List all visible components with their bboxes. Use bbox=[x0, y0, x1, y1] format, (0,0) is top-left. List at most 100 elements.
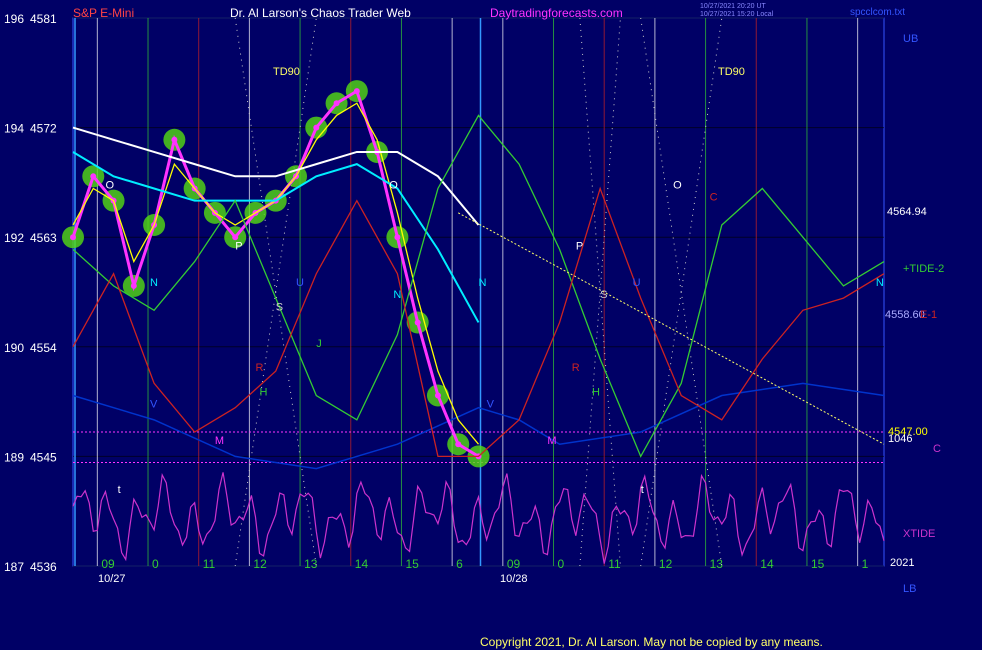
ub-label: UB bbox=[903, 33, 918, 45]
y-tick-label-right: 4572 bbox=[30, 122, 57, 136]
letter-marker: P bbox=[235, 240, 242, 252]
y-tick-label-left: 194 bbox=[4, 122, 24, 136]
date-label-2: 10/28 bbox=[500, 573, 528, 585]
y-tick-label-left: 189 bbox=[4, 450, 24, 464]
letter-marker: O bbox=[389, 179, 398, 191]
hour-tick-label: 13 bbox=[304, 557, 318, 571]
series-line-tide-1 bbox=[72, 186, 885, 458]
filename-label: spcclcom.txt bbox=[850, 7, 905, 18]
price-point bbox=[353, 88, 360, 95]
copyright: Copyright 2021, Dr. Al Larson. May not b… bbox=[480, 635, 823, 649]
price-point bbox=[455, 441, 462, 448]
hour-tick-label: 0 bbox=[152, 557, 159, 571]
y-tick-label-right: 4545 bbox=[30, 450, 57, 464]
price-point bbox=[313, 124, 320, 131]
price-point bbox=[333, 100, 340, 107]
price-point bbox=[130, 282, 137, 289]
current-price-label: 4564.94 bbox=[887, 206, 927, 218]
letter-marker: t bbox=[118, 484, 121, 496]
letter-marker: C bbox=[710, 192, 718, 204]
price-low-label: 4547.00 bbox=[888, 426, 928, 438]
letter-marker: N bbox=[393, 289, 401, 301]
td90-label-1: TD90 bbox=[273, 66, 300, 78]
letter-marker: O bbox=[673, 179, 682, 191]
letter-marker: J bbox=[316, 338, 322, 350]
letter-marker: R bbox=[572, 362, 580, 374]
xtide-label: XTIDE bbox=[903, 528, 935, 540]
letter-marker: P bbox=[576, 240, 583, 252]
letter-marker: t bbox=[641, 484, 644, 496]
y-tick-label-left: 190 bbox=[4, 341, 24, 355]
chart-title: Dr. Al Larson's Chaos Trader Web bbox=[230, 6, 411, 20]
grid-layer: 196 4581 194 4572 192 4563 190 4554 189 4545 187 45… bbox=[4, 12, 885, 574]
hour-tick-label: 0 bbox=[558, 557, 565, 571]
y-tick-label-right: 4581 bbox=[30, 12, 57, 26]
letter-marker: H bbox=[592, 387, 600, 399]
letter-marker: S bbox=[600, 289, 607, 301]
hour-tick-label: 15 bbox=[405, 557, 419, 571]
hour-tick-label: 09 bbox=[507, 557, 521, 571]
hour-tick-label: 1 bbox=[862, 557, 869, 571]
y-tick-label-right: 4563 bbox=[30, 231, 57, 245]
letter-marker: N bbox=[150, 277, 158, 289]
dotted-cycle-line bbox=[640, 17, 723, 567]
price-point bbox=[414, 319, 421, 326]
stamp-line-1: 10/27/2021 20:20 UT bbox=[700, 3, 766, 10]
y-tick-label-left: 196 bbox=[4, 12, 24, 26]
price-point bbox=[232, 234, 239, 241]
hour-tick-label: 11 bbox=[203, 557, 216, 571]
letter-marker: R bbox=[255, 362, 263, 374]
hour-tick-label: 09 bbox=[101, 557, 115, 571]
letter-marker: M bbox=[547, 435, 556, 447]
price-low-label-2: 1046 bbox=[888, 433, 912, 445]
blue-flux-line bbox=[72, 382, 885, 470]
letter-marker: U bbox=[633, 277, 641, 289]
letter-marker: M bbox=[215, 435, 224, 447]
site-label: Daytradingforecasts.com bbox=[490, 6, 623, 20]
letter-marker: V bbox=[150, 399, 158, 411]
letter-markers-layer: O N P S U R H J V Mt O N N P S U R H V Mt O N C bbox=[105, 179, 883, 495]
year-label: 2021 bbox=[890, 557, 914, 569]
letter-marker: O bbox=[105, 179, 114, 191]
letter-marker: V bbox=[487, 399, 495, 411]
letter-marker: U bbox=[296, 277, 304, 289]
y-tick-label-left: 192 bbox=[4, 231, 24, 245]
tide1-price-label: 4558.60 bbox=[885, 309, 925, 321]
hour-tick-label: 13 bbox=[710, 557, 724, 571]
date-label-1: 10/27 bbox=[98, 573, 126, 585]
letter-marker: N bbox=[479, 277, 487, 289]
trend-line bbox=[457, 212, 885, 445]
price-point bbox=[70, 234, 76, 241]
series-layer bbox=[62, 80, 885, 564]
price-point bbox=[90, 173, 97, 180]
series-line-slow-average bbox=[72, 151, 480, 323]
y-tick-label-left: 187 bbox=[4, 560, 24, 574]
hour-tick-label: 11 bbox=[608, 557, 621, 571]
letter-marker: H bbox=[260, 387, 268, 399]
lb-label: LB bbox=[903, 583, 916, 595]
letter-marker: S bbox=[276, 301, 283, 313]
letter-marker: N bbox=[876, 277, 884, 289]
hour-tick-label: 14 bbox=[760, 557, 774, 571]
time-lines-layer: 09 0 11 12 13 14 15 6 09 0 11 12 13 14 15 1 bbox=[74, 17, 869, 571]
td90-label-2: TD90 bbox=[718, 66, 745, 78]
stamp-line-2: 10/27/2021 15:20 Local bbox=[700, 11, 774, 18]
tide2-label: +TIDE-2 bbox=[903, 263, 944, 275]
price-point bbox=[171, 136, 178, 143]
series-line--tide-2 bbox=[72, 114, 885, 458]
tide1-suffix-label: E-1 bbox=[920, 309, 937, 321]
hour-tick-label: 15 bbox=[811, 557, 825, 571]
symbol-label: S&P E-Mini bbox=[73, 6, 134, 20]
price-point bbox=[434, 392, 441, 399]
hour-tick-label: 12 bbox=[253, 557, 267, 571]
series-line-white-average bbox=[72, 126, 480, 226]
price-point bbox=[394, 234, 401, 241]
y-tick-label-right: 4554 bbox=[30, 341, 57, 355]
c-marker-label: C bbox=[933, 443, 941, 455]
y-tick-label-right: 4536 bbox=[30, 560, 57, 574]
xtide-line bbox=[72, 472, 885, 564]
hour-tick-label: 12 bbox=[659, 557, 673, 571]
